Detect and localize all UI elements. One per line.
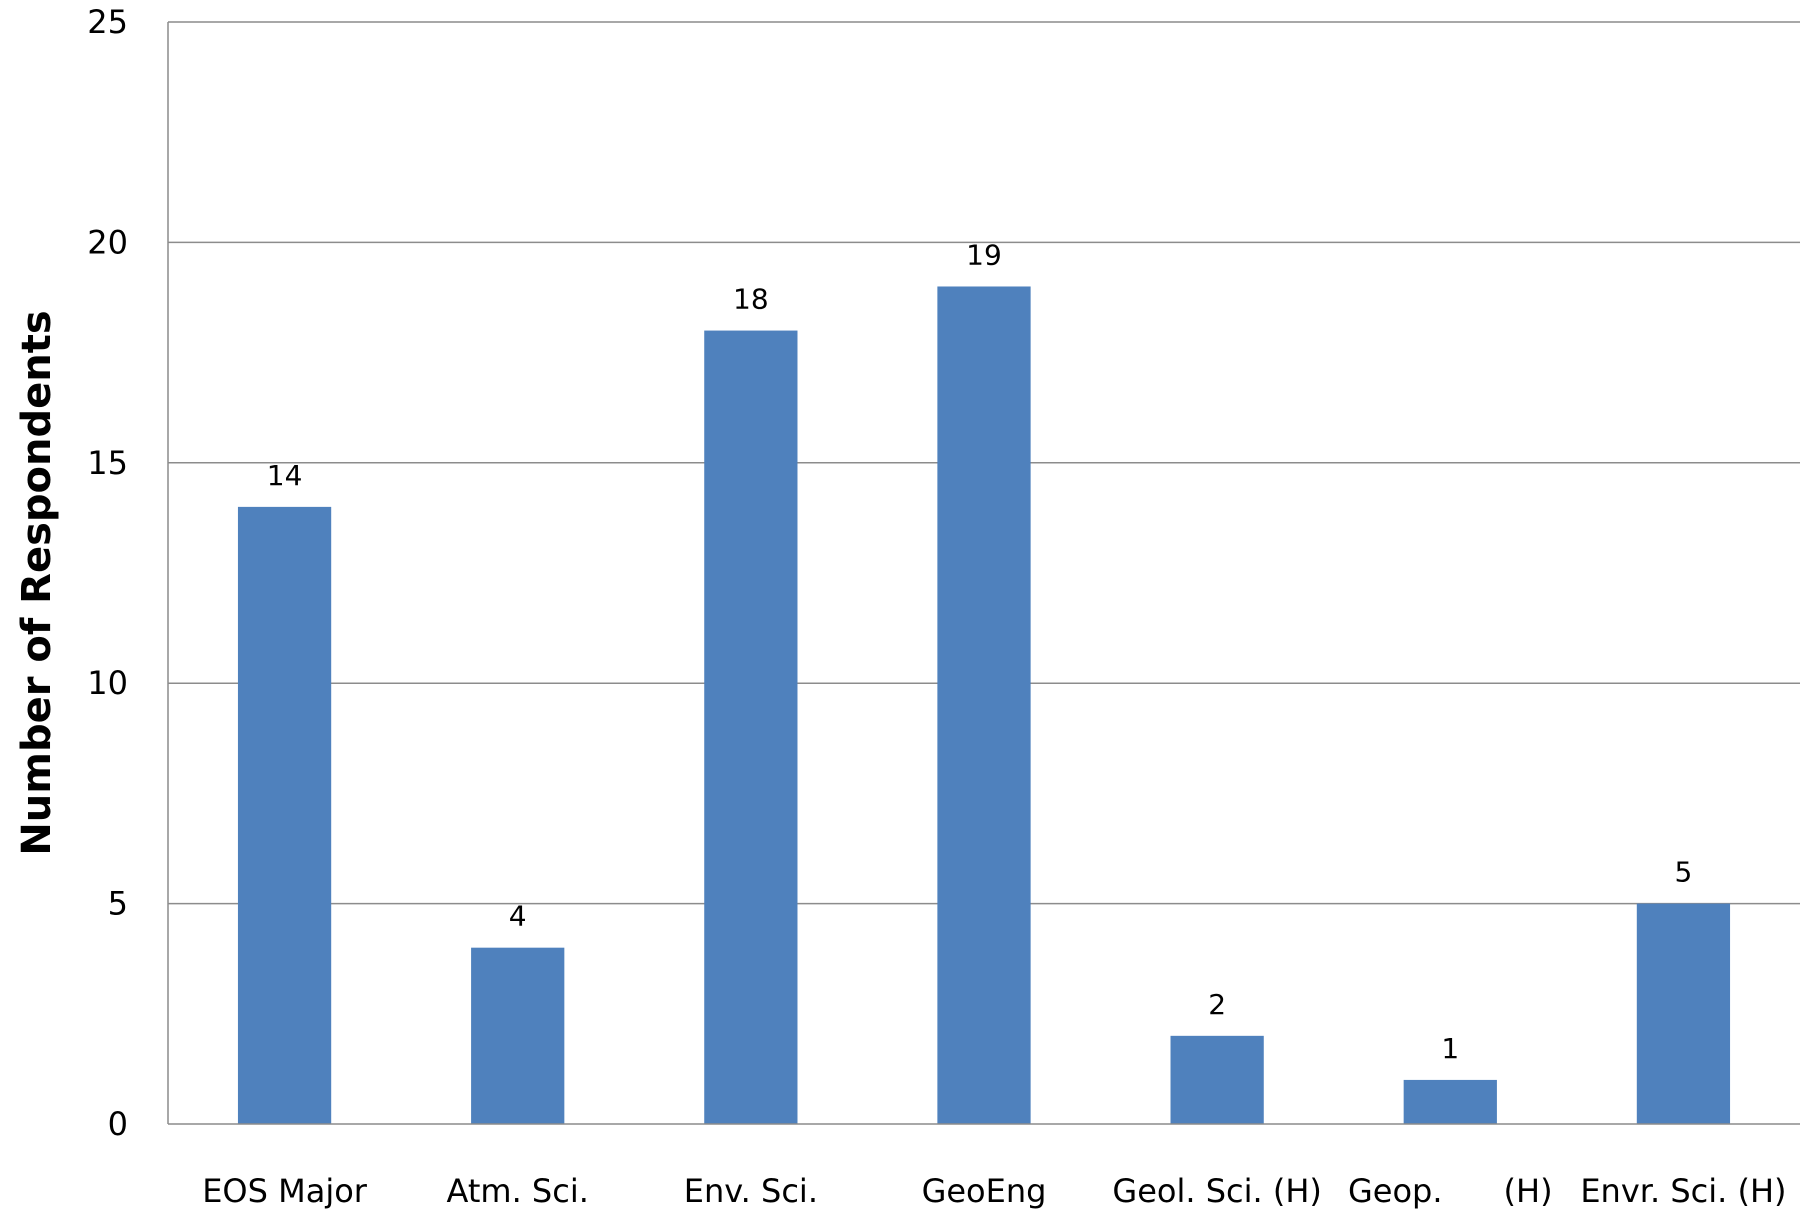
y-axis-title: Number of Respondents	[14, 310, 60, 855]
data-label: 14	[267, 459, 303, 492]
y-tick-label: 20	[87, 223, 128, 261]
data-labels: 14 4 18 19 2 1 5	[267, 238, 1693, 1064]
y-tick-label: 25	[87, 3, 128, 41]
x-category-label: Atm. Sci.	[447, 1172, 589, 1210]
bars	[237, 286, 1731, 1125]
bar	[237, 506, 332, 1124]
x-category-label: Geop. (H)	[1348, 1172, 1553, 1210]
y-tick-label: 10	[87, 664, 128, 702]
data-label: 4	[509, 900, 527, 933]
data-label: 2	[1208, 988, 1226, 1021]
x-category-label: Env. Sci.	[684, 1172, 818, 1210]
bar	[704, 330, 798, 1124]
bar	[1636, 903, 1731, 1124]
x-category-label: Envr. Sci. (H)	[1580, 1172, 1786, 1210]
y-tick-label: 15	[87, 444, 128, 482]
y-tick-label: 5	[108, 885, 128, 923]
x-category-label: GeoEng	[922, 1172, 1047, 1210]
y-tick-label: 0	[108, 1105, 128, 1143]
data-label: 1	[1441, 1032, 1459, 1065]
bar	[1403, 1079, 1497, 1124]
data-label: 18	[733, 283, 769, 316]
bar	[937, 286, 1031, 1125]
x-category-labels: EOS Major Atm. Sci. Env. Sci. GeoEng Geol. S…	[202, 1172, 1786, 1210]
bar	[471, 947, 565, 1124]
x-category-label: Geol. Sci. (H)	[1112, 1172, 1321, 1210]
data-label: 19	[966, 238, 1002, 271]
y-tick-labels: 0 5 10 15 20 25	[87, 3, 128, 1143]
bar	[1170, 1035, 1264, 1124]
data-label: 5	[1675, 856, 1693, 889]
x-category-label: EOS Major	[202, 1172, 368, 1210]
